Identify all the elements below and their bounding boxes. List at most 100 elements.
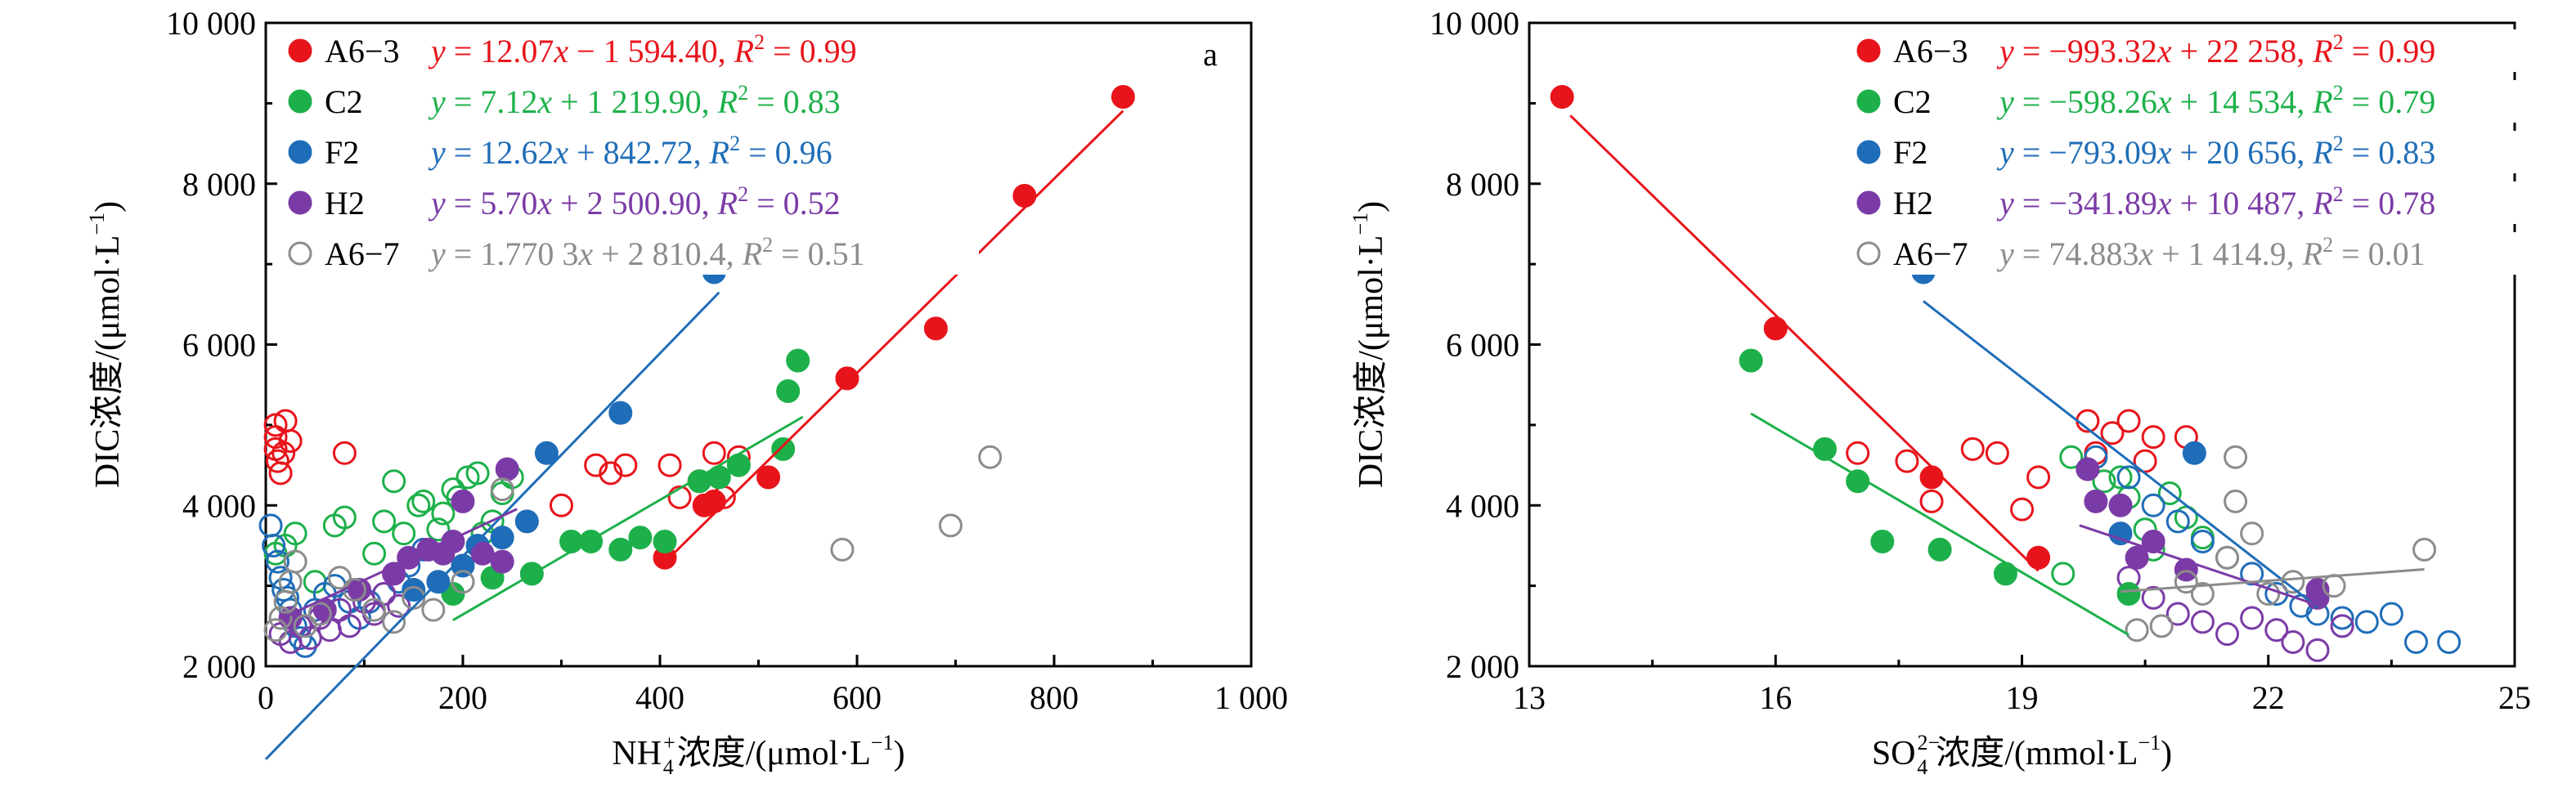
data-point bbox=[2149, 614, 2174, 638]
data-point-open bbox=[2010, 497, 2034, 522]
data-point bbox=[1550, 85, 1574, 110]
fit-line bbox=[285, 508, 518, 618]
data-point bbox=[1763, 316, 1788, 341]
equation-label: y = −793.09x + 20 656, R2 = 0.83 bbox=[1996, 132, 2435, 171]
data-point-open bbox=[263, 413, 288, 437]
data-point-open bbox=[2190, 530, 2215, 554]
data-point-open bbox=[667, 485, 692, 509]
legend-label: A6−3 bbox=[325, 33, 399, 69]
fit-line bbox=[2079, 524, 2318, 607]
data-point bbox=[2108, 522, 2133, 546]
data-point bbox=[490, 549, 514, 574]
data-point-open bbox=[332, 441, 357, 465]
data-point bbox=[771, 437, 796, 461]
y-tick-label: 4 000 bbox=[1446, 487, 1519, 524]
legend: A6−3 y = 12.07x − 1 594.40, R2 = 0.99 C2 y … bbox=[284, 29, 979, 275]
data-point bbox=[702, 489, 726, 513]
y-tick-label: 2 000 bbox=[182, 648, 256, 685]
data-point-open bbox=[2379, 602, 2403, 626]
data-point bbox=[470, 541, 495, 566]
data-point bbox=[2190, 581, 2215, 606]
legend-marker bbox=[1856, 38, 1881, 63]
data-point-open bbox=[2116, 409, 2141, 433]
x-tick-label: 600 bbox=[832, 679, 882, 716]
data-point bbox=[608, 537, 633, 562]
data-point bbox=[628, 526, 653, 550]
data-point bbox=[2240, 522, 2264, 546]
data-point bbox=[534, 441, 559, 465]
fit-line bbox=[658, 110, 1124, 568]
equation-label: y = −598.26x + 14 534, R2 = 0.79 bbox=[1996, 81, 2435, 120]
fit-line bbox=[1750, 412, 2129, 636]
y-tick-label: 4 000 bbox=[182, 487, 256, 524]
data-point-open bbox=[2354, 610, 2379, 634]
legend-marker bbox=[288, 241, 312, 266]
legend-bg bbox=[1852, 80, 2531, 123]
x-tick-label: 19 bbox=[2006, 679, 2039, 716]
data-point bbox=[421, 598, 446, 622]
legend-label: F2 bbox=[325, 134, 359, 171]
data-point bbox=[756, 465, 781, 490]
data-point-open bbox=[2141, 585, 2165, 610]
panel-a: 0 200 400 600 800 1 000 2 000 4 000 6 000 8 000 10… bbox=[85, 5, 1288, 779]
data-point bbox=[402, 578, 426, 602]
legend-bg bbox=[1852, 29, 2531, 72]
data-point bbox=[579, 530, 604, 554]
x-tick-label: 22 bbox=[2252, 679, 2285, 716]
data-point bbox=[2125, 618, 2149, 642]
data-point bbox=[2224, 489, 2248, 513]
y-tick-label: 8 000 bbox=[182, 166, 256, 203]
data-point-open bbox=[298, 626, 322, 651]
data-point bbox=[776, 379, 801, 404]
x-tick-label: 0 bbox=[258, 679, 274, 716]
data-point-open bbox=[2165, 602, 2190, 626]
data-point bbox=[2182, 441, 2206, 465]
data-point bbox=[1870, 530, 1895, 554]
data-point-open bbox=[362, 541, 387, 566]
data-point bbox=[835, 366, 859, 391]
data-point-open bbox=[2133, 449, 2157, 473]
legend-label: C2 bbox=[1893, 83, 1932, 120]
x-tick-label: 400 bbox=[635, 679, 684, 716]
data-point bbox=[495, 457, 519, 481]
data-point-open bbox=[382, 469, 406, 494]
data-point bbox=[451, 570, 475, 594]
data-point bbox=[2215, 545, 2240, 570]
legend-marker bbox=[288, 190, 312, 215]
y-tick-label: 10 000 bbox=[1429, 5, 1519, 42]
y-tick-label: 10 000 bbox=[166, 5, 256, 42]
data-point bbox=[268, 606, 293, 630]
legend-bg bbox=[284, 80, 979, 123]
data-point bbox=[978, 445, 1003, 469]
legend-bg bbox=[1852, 232, 2531, 275]
fit-line bbox=[264, 291, 720, 760]
data-point-open bbox=[2059, 445, 2084, 469]
x-axis-title: SO2− 4 浓度/(mmol·L−1) bbox=[1872, 731, 2172, 779]
equation-label: y = 12.07x − 1 594.40, R2 = 0.99 bbox=[428, 30, 857, 69]
equation-label: y = 1.770 3x + 2 810.4, R2 = 0.51 bbox=[428, 233, 865, 272]
data-point-open bbox=[702, 441, 726, 465]
data-point bbox=[490, 526, 514, 550]
legend-label: H2 bbox=[325, 185, 365, 222]
legend-bg bbox=[1852, 181, 2531, 224]
data-point-open bbox=[2264, 618, 2289, 642]
data-point bbox=[1739, 348, 1763, 373]
data-point-open bbox=[265, 549, 289, 574]
data-point bbox=[362, 598, 387, 622]
legend-bg bbox=[284, 29, 979, 72]
equation-label: y = 7.12x + 1 219.90, R2 = 0.83 bbox=[428, 81, 841, 120]
data-point-open bbox=[2190, 610, 2215, 634]
x-tick-label: 13 bbox=[1513, 679, 1546, 716]
legend-bg bbox=[284, 131, 979, 173]
data-point bbox=[397, 545, 421, 570]
data-point-open bbox=[411, 489, 436, 513]
data-point-open bbox=[262, 533, 286, 557]
data-point-open bbox=[372, 509, 397, 534]
data-point bbox=[786, 348, 810, 373]
data-point-open bbox=[392, 522, 416, 546]
data-point bbox=[293, 614, 317, 638]
legend-marker bbox=[1856, 190, 1881, 215]
data-point bbox=[514, 509, 539, 534]
data-point-open bbox=[2330, 606, 2354, 630]
